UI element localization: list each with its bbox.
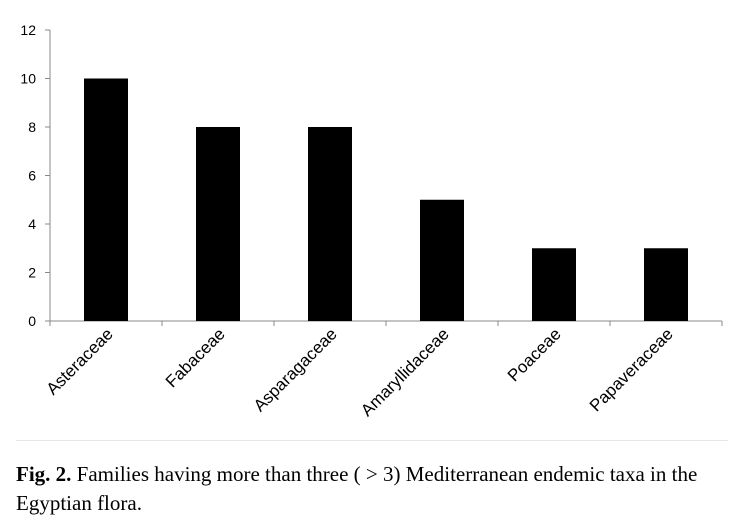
y-tick-label: 2 (28, 265, 36, 281)
x-category-label: Fabaceae (162, 324, 229, 391)
bar-poaceae (532, 248, 576, 321)
x-category-label: Asteraceae (43, 324, 117, 398)
figure-caption: Fig. 2. Families having more than three … (16, 460, 732, 518)
bar-asparagaceae (308, 127, 352, 321)
caption-text: Families having more than three ( > 3) M… (16, 462, 698, 515)
bar-amaryllidaceae (420, 199, 464, 321)
x-category-label: Poaceae (504, 324, 565, 385)
x-category-label: Asparagaceae (250, 324, 341, 415)
y-tick-label: 12 (20, 22, 36, 38)
y-axis: 0 2 4 6 8 10 12 (20, 22, 51, 329)
bar-asteraceae (84, 78, 128, 321)
y-tick-label: 0 (28, 313, 36, 329)
caption-divider (16, 440, 728, 441)
category-labels: Asteraceae Fabaceae Asparagaceae Amaryllida… (43, 324, 677, 420)
y-tick-label: 10 (20, 71, 36, 87)
bar-chart: 0 2 4 6 8 10 12 Asteraceae Fabaceae Asparagaceae… (20, 22, 723, 420)
x-category-label: Papaveraceae (586, 324, 677, 415)
x-axis (49, 320, 723, 326)
caption-label: Fig. 2. (16, 462, 72, 486)
x-category-label: Amaryllidaceae (357, 324, 453, 420)
bar-papaveraceae (644, 248, 688, 321)
bars (84, 78, 688, 321)
y-tick-label: 4 (28, 216, 36, 232)
y-tick-label: 8 (28, 119, 36, 135)
bar-fabaceae (196, 127, 240, 321)
y-tick-label: 6 (28, 168, 36, 184)
